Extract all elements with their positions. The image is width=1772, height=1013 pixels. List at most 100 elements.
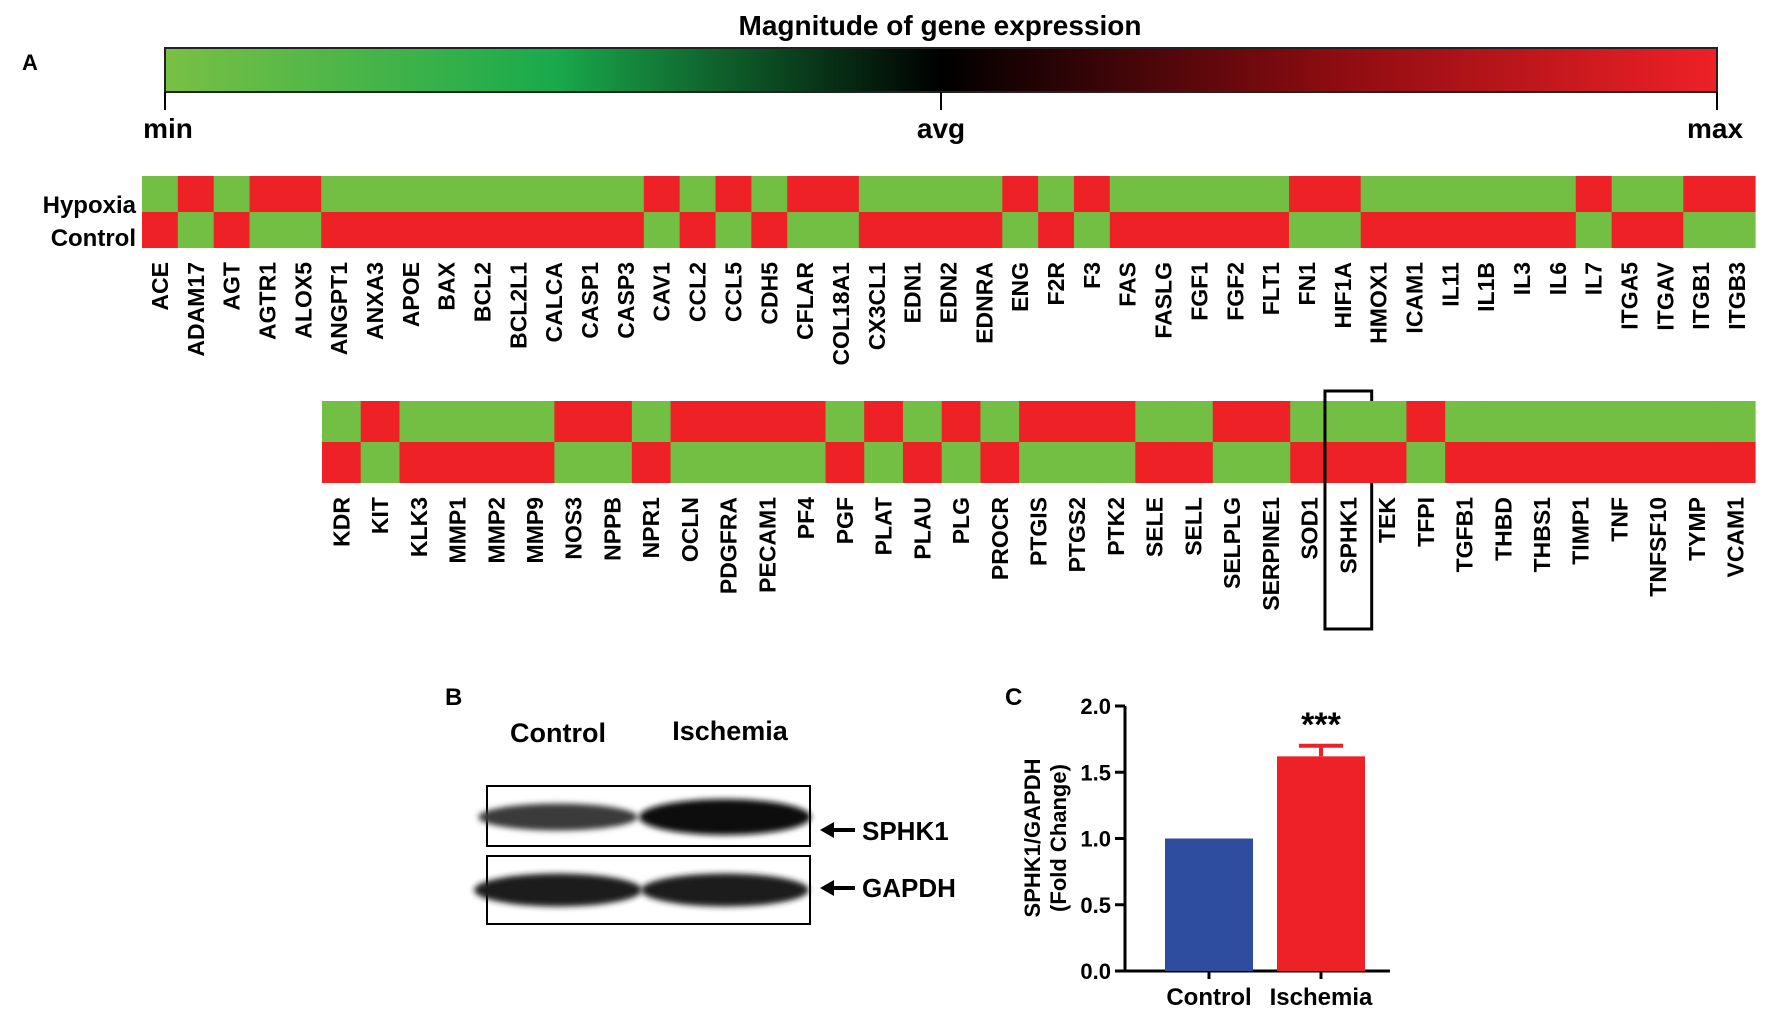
heatmap-cell-control [428, 212, 466, 248]
bar-control [1165, 838, 1253, 971]
heatmap-cell-hypoxia [515, 401, 555, 442]
heatmap-cell-hypoxia [464, 176, 502, 212]
heatmap-cell-control [1253, 212, 1290, 248]
gene-label: TYMP [1684, 497, 1710, 561]
heatmap-cell-hypoxia [966, 176, 1003, 212]
gene-label: EDNRA [971, 262, 997, 344]
heatmap-cell-control [631, 442, 672, 483]
heatmap-cell-hypoxia [1600, 401, 1640, 442]
heatmap-cell-control [1406, 442, 1446, 483]
gene-label: SELPLG [1219, 497, 1245, 589]
heatmap-cell-hypoxia [930, 176, 968, 212]
blot-bands [474, 799, 811, 907]
heatmap-cell-hypoxia [1367, 401, 1408, 442]
heatmap-cell-hypoxia [1445, 401, 1485, 442]
heatmap-cell-control [786, 442, 827, 483]
gene-label: F3 [1079, 262, 1105, 289]
colorbar-min-label: min [143, 113, 193, 144]
heatmap-cell-control [399, 442, 439, 483]
row-label-hypoxia: Hypoxia [43, 192, 137, 219]
gene-label: F2R [1043, 262, 1069, 306]
heatmap-cell-control [515, 442, 555, 483]
heatmap-cell-hypoxia [322, 401, 362, 442]
gene-label: PLAU [909, 497, 935, 560]
gene-label: EDN1 [900, 262, 926, 324]
panel-c-label: C [1005, 684, 1022, 711]
gene-label: FAS [1115, 262, 1141, 307]
gene-label: AGTR1 [254, 262, 280, 340]
heatmap-cell-hypoxia [1716, 401, 1756, 442]
band-sphk1 [639, 799, 811, 835]
heatmap-cell-control [1611, 212, 1649, 248]
heatmap-cell-hypoxia [1290, 401, 1330, 442]
gene-label: PDGFRA [716, 497, 742, 594]
heatmap-cell-hypoxia [399, 401, 439, 442]
y-tick-label: 2.0 [1080, 694, 1111, 719]
heatmap-cell-hypoxia [1038, 176, 1075, 212]
heatmap-cell-hypoxia [1181, 176, 1218, 212]
heatmap-cell-control [825, 442, 865, 483]
heatmap-cell-hypoxia [285, 176, 322, 212]
gene-label: ADAM17 [183, 262, 209, 357]
heatmap-cell-hypoxia [980, 401, 1020, 442]
gene-label: IL3 [1509, 262, 1535, 295]
gene-label: PECAM1 [754, 497, 780, 593]
heatmap-cell-control [902, 442, 943, 483]
gene-label: PROCR [987, 497, 1013, 580]
gene-label: ALOX5 [290, 262, 316, 339]
heatmap-cell-hypoxia [1647, 176, 1684, 212]
heatmap-cell-control [464, 212, 502, 248]
heatmap-cell-hypoxia [941, 401, 982, 442]
heatmap-cell-hypoxia [607, 176, 645, 212]
heatmap-cell-hypoxia [1396, 176, 1433, 212]
gene-label: ENG [1007, 262, 1033, 312]
heatmap-cell-control [894, 212, 932, 248]
heatmap-cell-control [1683, 212, 1720, 248]
arrow-sphk1 [820, 822, 855, 838]
x-tick-label: Ischemia [1270, 984, 1373, 1011]
heatmap-cell-control [1109, 212, 1147, 248]
y-axis-label: SPHK1/GAPDH(Fold Change) [1020, 759, 1071, 918]
heatmap-cell-hypoxia [1251, 401, 1291, 442]
heatmap-cell-hypoxia [1174, 401, 1214, 442]
heatmap-cell-control [1360, 212, 1398, 248]
gene-label: FGF2 [1222, 262, 1248, 321]
gene-label: MMP1 [445, 497, 471, 564]
heatmap-cell-control [1575, 212, 1613, 248]
gene-label: FGF1 [1186, 262, 1212, 321]
heatmap-cell-control [709, 442, 749, 483]
heatmap-cell-control [1145, 212, 1183, 248]
gene-label: NOS3 [561, 497, 587, 560]
heatmap-cell-control [607, 212, 645, 248]
gene-label: ANGPT1 [326, 262, 352, 356]
heatmap-cell-control [941, 442, 982, 483]
heatmap-cell-hypoxia [858, 176, 896, 212]
gene-label: CASP1 [577, 262, 603, 339]
heatmap-cell-hypoxia [572, 176, 609, 212]
heatmap-cell-hypoxia [213, 176, 251, 212]
gene-label: KLK3 [406, 497, 432, 557]
gene-label: COL18A1 [828, 262, 854, 366]
heatmap-cell-hypoxia [1638, 401, 1679, 442]
heatmap-cell-hypoxia [1096, 401, 1136, 442]
heatmap-cell-hypoxia [1406, 401, 1446, 442]
heatmap-cell-control [1677, 442, 1717, 483]
gene-label: CX3CL1 [864, 262, 890, 350]
gene-label: TEK [1374, 497, 1400, 543]
heatmap-cell-hypoxia [554, 401, 594, 442]
heatmap-cell-hypoxia [1253, 176, 1290, 212]
gene-label: FASLG [1151, 262, 1177, 339]
heatmap-cell-hypoxia [1522, 401, 1562, 442]
gene-label: IL7 [1581, 262, 1607, 295]
heatmap-cell-control [1445, 442, 1485, 483]
heatmap-cell-control [572, 212, 609, 248]
gene-label: ITGA5 [1617, 262, 1643, 330]
heatmap-cell-hypoxia [321, 176, 358, 212]
heatmap-cell-control [966, 212, 1003, 248]
heatmap-cell-hypoxia [786, 401, 827, 442]
heatmap-cell-control [593, 442, 633, 483]
sphk1-highlight-box [1323, 389, 1374, 631]
heatmap-cell-control [1217, 212, 1254, 248]
gene-label: SPHK1 [1335, 497, 1361, 574]
bar-ischemia [1277, 756, 1365, 971]
